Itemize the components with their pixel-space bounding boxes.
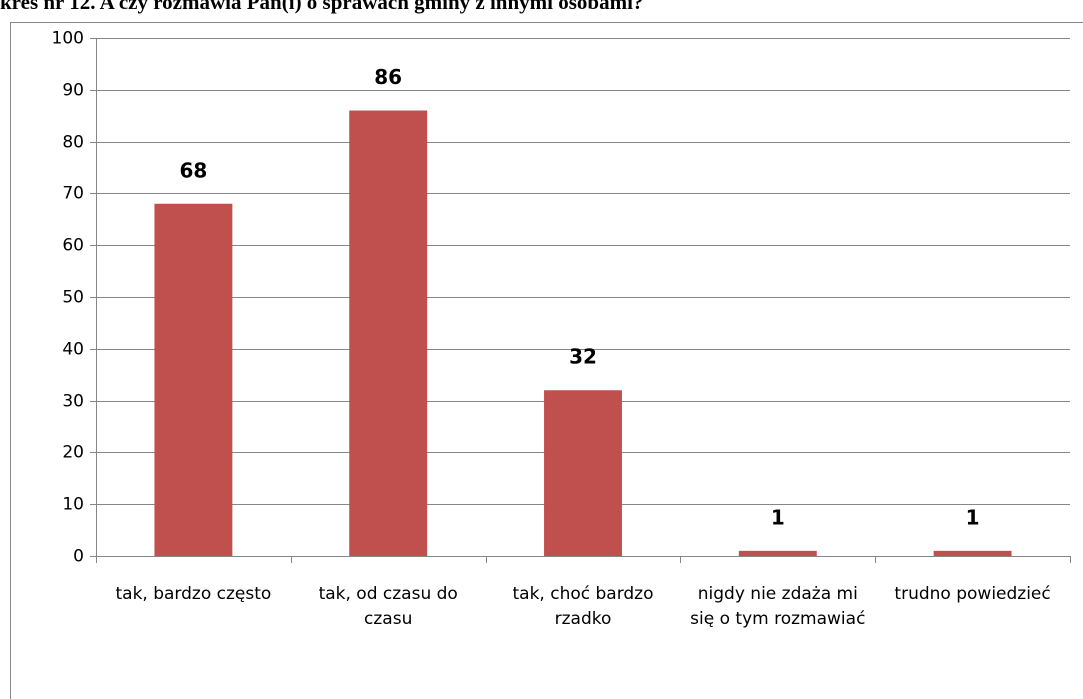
bar	[154, 203, 233, 556]
bar	[933, 550, 1012, 556]
y-tick-label: 50	[62, 288, 84, 308]
y-tick-label: 10	[62, 495, 84, 515]
y-tick-label: 20	[62, 443, 84, 463]
value-label: 1	[966, 505, 980, 529]
y-tick-label: 30	[62, 392, 84, 412]
x-tick-label: trudno powiedzieć	[894, 584, 1050, 604]
value-label: 68	[179, 158, 207, 182]
y-tick-label: 90	[62, 81, 84, 101]
y-tick-label: 40	[62, 340, 84, 360]
bar	[349, 110, 428, 557]
y-tick-label: 70	[62, 184, 84, 204]
y-tick-label: 60	[62, 236, 84, 256]
x-tick-label: tak, bardzo często	[115, 584, 271, 604]
y-tick-label: 100	[52, 29, 84, 49]
chart-title: kres nr 12. A czy rozmawia Pan(i) o spra…	[0, 0, 643, 14]
bar	[544, 390, 622, 556]
bar	[738, 550, 817, 556]
x-tick-label: tak, od czasu do czasu	[319, 584, 458, 629]
y-tick-label: 0	[73, 547, 84, 567]
value-label: 86	[374, 65, 402, 89]
value-label: 32	[569, 345, 597, 369]
value-label: 1	[771, 505, 785, 529]
x-tick-label: nigdy nie zdaża mi się o tym rozmawiać	[690, 584, 865, 629]
y-tick-label: 80	[62, 133, 84, 153]
x-tick-label: tak, choć bardzo rzadko	[512, 584, 653, 629]
